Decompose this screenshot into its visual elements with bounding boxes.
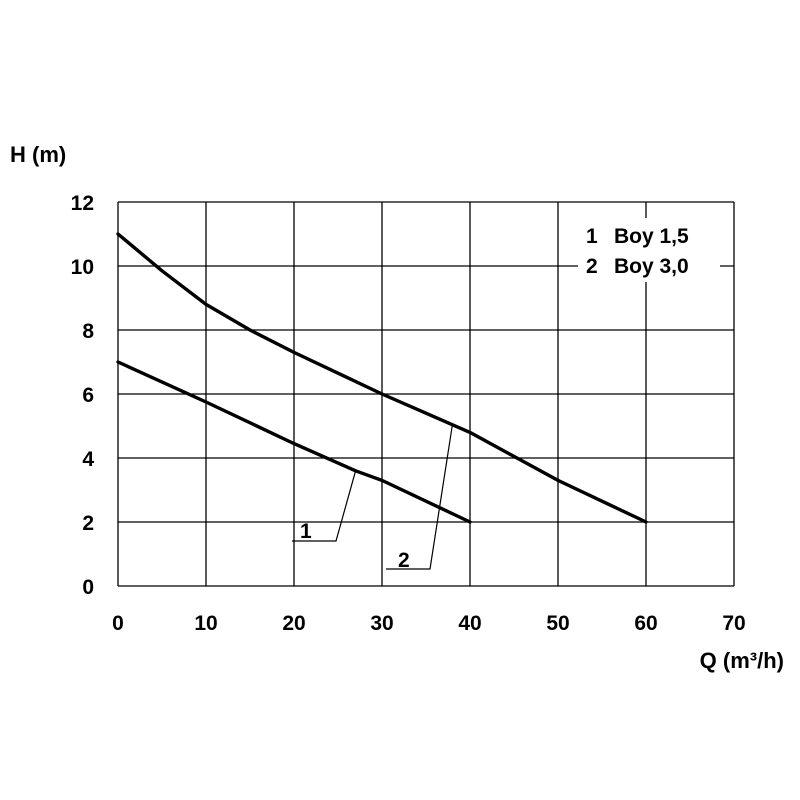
series-line-1	[116, 360, 472, 524]
y-tick-label: 8	[82, 320, 94, 343]
y-axis-title: H (m)	[10, 142, 66, 167]
series-callout-label: 2	[398, 549, 410, 572]
legend-item-2-label: Boy 3,0	[614, 255, 689, 278]
x-tick-label: 60	[634, 612, 657, 635]
x-tick-label: 20	[282, 612, 305, 635]
y-tick-label: 2	[82, 512, 94, 535]
y-tick-label: 10	[71, 256, 94, 279]
x-tick-label: 30	[370, 612, 393, 635]
x-tick-label: 10	[194, 612, 217, 635]
legend: 1 Boy 1,5 2 Boy 3,0	[578, 218, 720, 282]
y-tick-label: 12	[71, 192, 94, 215]
x-tick-label: 70	[722, 612, 745, 635]
y-tick-label: 6	[82, 384, 94, 407]
callout-leader-1	[292, 470, 357, 542]
legend-item-2-number: 2	[586, 255, 598, 278]
legend-item-1-label: Boy 1,5	[614, 225, 689, 248]
series-callouts: 12	[292, 424, 453, 572]
legend-item-1-number: 1	[586, 225, 598, 248]
y-tick-label: 0	[82, 576, 94, 599]
series-line-2	[116, 232, 648, 524]
series-callout-label: 1	[300, 520, 312, 543]
y-tick-label: 4	[82, 448, 94, 471]
callout-leader-2	[386, 424, 453, 570]
x-tick-label: 0	[112, 612, 124, 635]
series-lines	[116, 232, 648, 524]
x-axis-title: Q (m³/h)	[700, 648, 784, 673]
x-tick-label: 40	[458, 612, 481, 635]
legend-background	[578, 218, 720, 282]
x-tick-label: 50	[546, 612, 569, 635]
